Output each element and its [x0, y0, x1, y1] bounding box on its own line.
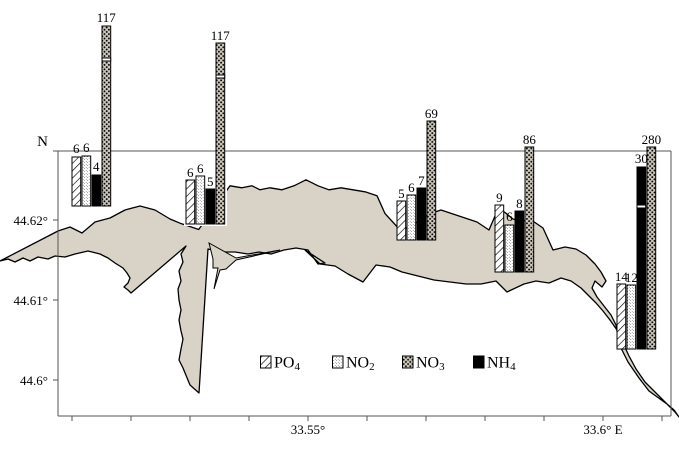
svg-text:6: 6 — [197, 161, 204, 176]
svg-text:4: 4 — [93, 159, 100, 174]
svg-text:12: 12 — [625, 270, 638, 285]
svg-text:33.55°: 33.55° — [291, 422, 325, 437]
svg-text:6: 6 — [83, 140, 90, 155]
svg-text:PO4: PO4 — [274, 355, 300, 374]
svg-text:NO2: NO2 — [346, 355, 375, 374]
svg-text:7: 7 — [418, 173, 425, 188]
svg-text:33.6° E: 33.6° E — [583, 422, 622, 437]
svg-text:30: 30 — [635, 151, 648, 166]
svg-text:280: 280 — [642, 132, 662, 147]
svg-text:44.6°: 44.6° — [20, 373, 48, 388]
svg-text:NH4: NH4 — [487, 355, 516, 374]
svg-text:6: 6 — [187, 165, 194, 180]
svg-text:69: 69 — [425, 106, 438, 121]
svg-text:8: 8 — [516, 196, 523, 211]
svg-text:5: 5 — [398, 186, 405, 201]
svg-text:44.62°: 44.62° — [14, 213, 48, 228]
svg-text:5: 5 — [207, 174, 214, 189]
svg-text:117: 117 — [211, 28, 231, 43]
svg-text:86: 86 — [523, 132, 537, 147]
svg-text:6: 6 — [408, 180, 415, 195]
svg-text:6: 6 — [506, 209, 513, 224]
svg-text:44.61°: 44.61° — [14, 293, 48, 308]
svg-text:9: 9 — [496, 190, 503, 205]
svg-text:NO3: NO3 — [416, 355, 445, 374]
svg-text:6: 6 — [73, 141, 80, 156]
svg-text:N: N — [37, 134, 48, 150]
svg-text:117: 117 — [97, 10, 117, 25]
